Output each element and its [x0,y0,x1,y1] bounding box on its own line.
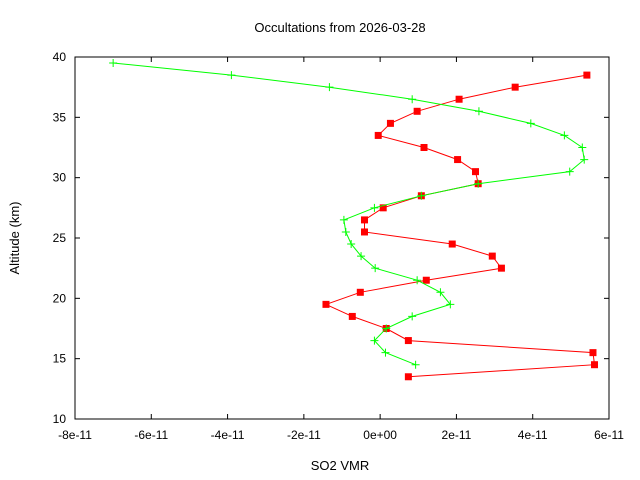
data-point-plus [578,143,587,152]
data-point-plus [347,240,356,249]
data-point-square [413,107,421,115]
plot-border [74,56,610,420]
plot-area [109,59,599,381]
data-point-square [361,228,369,236]
data-point-square [455,95,463,103]
data-point-plus [436,288,445,297]
data-point-square [356,288,364,296]
data-point-plus [474,107,483,116]
data-point-plus [413,276,422,285]
data-point-plus [417,191,426,200]
data-point-square [454,156,462,164]
data-point-square [422,276,430,284]
data-point-square [404,373,412,381]
data-point-plus [560,131,569,140]
y-tick-label: 15 [53,352,67,366]
data-point-plus [341,227,350,236]
data-point-plus [325,83,334,92]
series-line [324,74,596,378]
y-tick-label: 40 [53,50,67,64]
data-point-plus [565,167,574,176]
x-tick-label: 6e-11 [594,428,624,442]
series-line [113,62,585,366]
data-point-plus [526,119,535,128]
data-point-plus [411,360,420,369]
data-point-plus [474,179,483,188]
data-point-square [386,119,394,127]
data-point-plus [339,215,348,224]
x-axis-label: SO2 VMR [311,458,370,473]
data-point-plus [370,203,379,212]
data-point-square [448,240,456,248]
x-tick-label: 2e-11 [442,428,472,442]
x-tick-label: -8e-11 [58,428,92,442]
x-tick-label: -6e-11 [134,428,168,442]
y-axis-label: Altitude (km) [7,202,22,275]
data-point-square [497,264,505,272]
data-point-plus [382,324,391,333]
y-axis-ticks: 10 15 20 25 30 35 40 [53,50,609,426]
y-tick-label: 10 [53,412,67,426]
y-tick-label: 20 [53,291,67,305]
x-tick-label: 0e+00 [363,428,397,442]
data-point-square [322,300,330,308]
y-tick-label: 35 [53,110,67,124]
data-point-plus [381,348,390,357]
data-point-plus [227,71,236,80]
x-axis-ticks: -8e-11 -6e-11 -4e-11 -2e-11 0e+00 2e-11 4e-11 6… [58,57,624,442]
data-point-plus [408,312,417,321]
data-point-plus [370,336,379,345]
data-point-square [472,168,479,176]
data-point-plus [408,95,417,104]
series-occultation-2 [109,59,589,369]
y-tick-label: 25 [53,231,67,245]
series-occultation-1 [322,71,599,381]
data-point-square [589,349,597,357]
data-point-square [511,83,519,91]
data-point-plus [109,59,118,68]
data-point-square [488,252,496,260]
data-point-square [361,216,369,224]
data-point-square [591,361,599,369]
x-tick-label: -2e-11 [287,428,321,442]
data-point-square [379,204,387,212]
data-point-square [404,337,412,345]
data-point-plus [357,252,366,261]
data-point-plus [371,264,380,273]
x-tick-label: 4e-11 [518,428,548,442]
chart-title: Occultations from 2026-03-28 [254,20,425,35]
x-tick-label: -4e-11 [211,428,245,442]
data-point-square [583,71,591,79]
data-point-square [374,131,382,139]
data-point-plus [580,155,589,164]
data-point-square [420,144,428,151]
data-point-plus [446,300,455,309]
y-tick-label: 30 [53,171,67,185]
data-point-square [348,312,356,320]
